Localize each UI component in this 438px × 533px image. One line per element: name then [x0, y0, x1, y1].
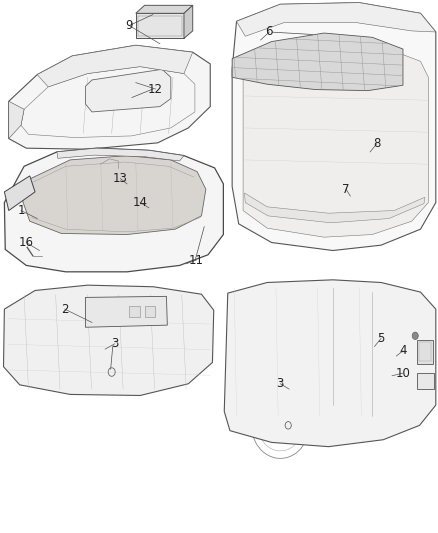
Polygon shape — [237, 3, 436, 36]
Polygon shape — [232, 33, 403, 91]
Polygon shape — [9, 101, 24, 139]
Text: 10: 10 — [396, 367, 410, 379]
Circle shape — [412, 332, 418, 340]
Polygon shape — [4, 285, 214, 395]
Polygon shape — [232, 3, 436, 251]
Polygon shape — [417, 373, 434, 389]
Text: 1: 1 — [17, 204, 25, 217]
Polygon shape — [184, 5, 193, 38]
Polygon shape — [136, 5, 193, 13]
Text: 14: 14 — [133, 196, 148, 209]
Text: 12: 12 — [148, 83, 163, 95]
Polygon shape — [243, 43, 428, 237]
Text: 6: 6 — [265, 26, 273, 38]
Text: 9: 9 — [125, 19, 133, 32]
Polygon shape — [417, 340, 433, 364]
Text: 16: 16 — [19, 236, 34, 249]
Polygon shape — [9, 45, 210, 149]
Text: 5: 5 — [378, 332, 385, 345]
Text: 13: 13 — [113, 172, 128, 185]
Polygon shape — [85, 296, 167, 327]
Text: 4: 4 — [399, 344, 407, 357]
Text: 11: 11 — [189, 254, 204, 266]
Text: 3: 3 — [277, 377, 284, 390]
Text: 7: 7 — [342, 183, 350, 196]
Polygon shape — [23, 156, 206, 235]
Polygon shape — [129, 306, 140, 317]
Polygon shape — [4, 176, 35, 211]
Polygon shape — [244, 193, 425, 223]
Text: 3: 3 — [111, 337, 118, 350]
Polygon shape — [37, 45, 193, 87]
Polygon shape — [85, 69, 171, 112]
Polygon shape — [232, 33, 403, 91]
Polygon shape — [145, 306, 155, 317]
Polygon shape — [224, 280, 436, 447]
Text: 8: 8 — [373, 138, 380, 150]
Text: 2: 2 — [61, 303, 69, 316]
Polygon shape — [4, 148, 223, 272]
Polygon shape — [57, 148, 184, 161]
Polygon shape — [136, 13, 184, 38]
